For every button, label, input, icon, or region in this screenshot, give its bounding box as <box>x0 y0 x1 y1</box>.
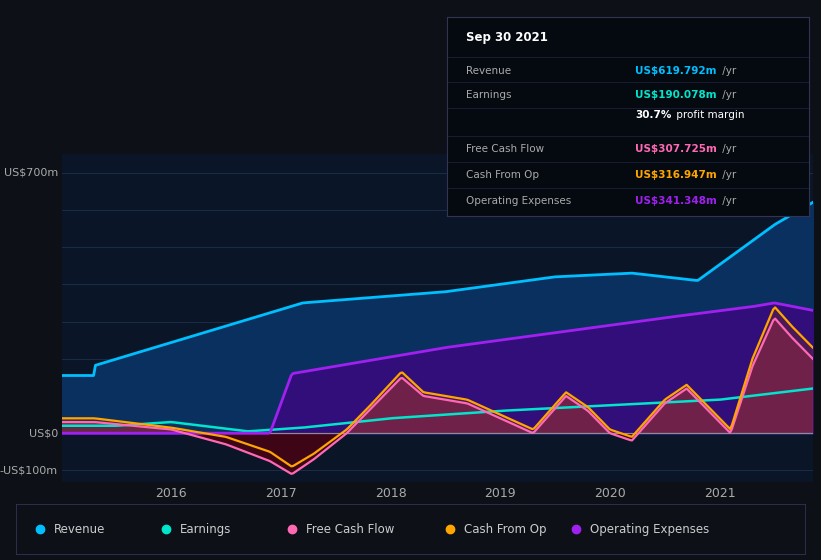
Text: /yr: /yr <box>718 195 736 206</box>
Text: US$619.792m: US$619.792m <box>635 67 717 77</box>
Text: Free Cash Flow: Free Cash Flow <box>306 522 395 536</box>
Text: Cash From Op: Cash From Op <box>466 170 539 180</box>
Text: US$316.947m: US$316.947m <box>635 170 717 180</box>
Text: Operating Expenses: Operating Expenses <box>590 522 709 536</box>
Text: /yr: /yr <box>718 144 736 154</box>
Text: Cash From Op: Cash From Op <box>464 522 547 536</box>
Text: Operating Expenses: Operating Expenses <box>466 195 571 206</box>
Text: US$0: US$0 <box>29 428 57 438</box>
Text: Revenue: Revenue <box>466 67 511 77</box>
Text: Earnings: Earnings <box>181 522 232 536</box>
Text: Revenue: Revenue <box>54 522 106 536</box>
Text: /yr: /yr <box>718 67 736 77</box>
Text: Free Cash Flow: Free Cash Flow <box>466 144 544 154</box>
Text: Sep 30 2021: Sep 30 2021 <box>466 31 548 44</box>
Text: Earnings: Earnings <box>466 90 511 100</box>
Text: US$700m: US$700m <box>3 167 57 178</box>
Text: US$190.078m: US$190.078m <box>635 90 717 100</box>
Text: profit margin: profit margin <box>673 110 745 120</box>
Text: US$341.348m: US$341.348m <box>635 195 718 206</box>
Text: /yr: /yr <box>718 170 736 180</box>
Text: 30.7%: 30.7% <box>635 110 672 120</box>
Text: -US$100m: -US$100m <box>0 465 57 475</box>
Text: US$307.725m: US$307.725m <box>635 144 718 154</box>
Text: /yr: /yr <box>718 90 736 100</box>
